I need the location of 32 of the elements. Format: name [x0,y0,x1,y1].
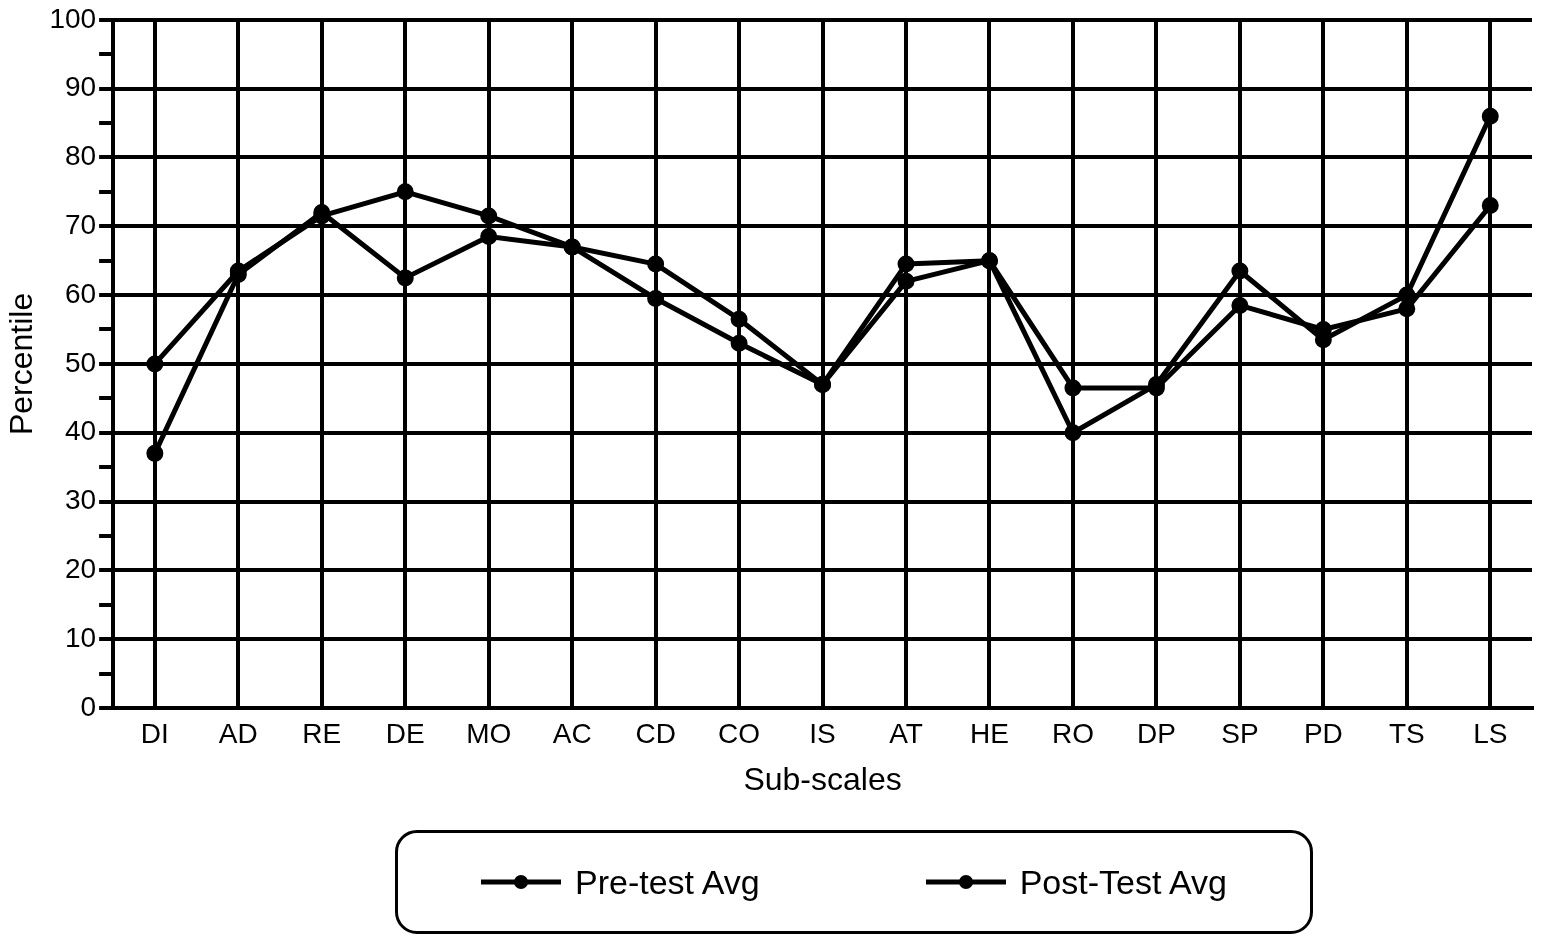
x-tick-label: RO [1051,717,1094,749]
y-tick-label: 90 [64,71,97,103]
x-tick-label: DI [140,717,169,749]
y-tick-label: 10 [64,621,97,653]
x-tick-label: RE [302,717,342,749]
x-tick-label: TS [1388,717,1425,749]
y-tick-label: 50 [64,346,97,378]
legend-label: Pre-test Avg [575,862,760,902]
x-tick-label: AD [218,717,258,749]
x-axis-title: Sub-scales [743,760,902,797]
x-tick-label: AT [889,717,923,749]
x-tick-label: HE [970,717,1009,749]
y-tick-label: 100 [49,2,97,34]
x-tick-label: CD [635,717,676,749]
x-tick-label: IS [809,717,836,749]
y-tick-label: 80 [64,140,97,172]
x-tick-label: AC [552,717,592,749]
legend-label: Post-Test Avg [1019,862,1227,902]
x-tick-label: DE [385,717,425,749]
y-tick-label: 30 [64,484,97,516]
y-tick-label: 70 [64,208,97,240]
y-tick-label: 0 [80,690,97,722]
x-tick-label: LS [1473,717,1508,749]
y-tick-label: 40 [64,415,97,447]
x-tick-label: SP [1221,717,1259,749]
y-tick-label: 60 [64,277,97,309]
x-tick-label: CO [718,717,761,749]
x-tick-label: PD [1303,717,1343,749]
x-tick-label: MO [466,717,512,749]
y-tick-label: 20 [64,553,97,585]
y-axis-title: Percentile [3,292,40,436]
x-tick-label: DP [1136,717,1176,749]
